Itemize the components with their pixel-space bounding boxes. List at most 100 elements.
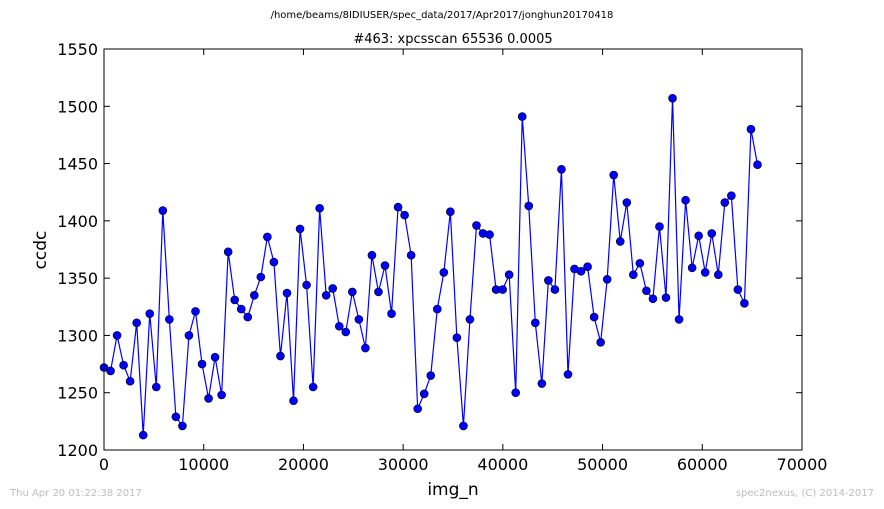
data-point xyxy=(204,394,213,403)
data-point xyxy=(753,160,762,170)
x-tick-label: 30000 xyxy=(378,455,429,474)
data-point xyxy=(746,124,756,134)
data-point xyxy=(472,221,481,230)
data-point xyxy=(648,294,658,304)
data-point xyxy=(530,318,540,328)
data-point xyxy=(308,382,318,392)
data-point xyxy=(674,315,684,324)
y-tick-label: 1200 xyxy=(57,441,98,460)
data-point xyxy=(544,276,553,285)
data-point xyxy=(348,287,357,297)
data-point xyxy=(276,351,285,361)
data-point xyxy=(334,321,344,331)
data-point xyxy=(256,272,266,282)
data-point xyxy=(596,337,605,347)
data-point xyxy=(138,430,148,440)
data-point xyxy=(602,274,612,284)
data-point xyxy=(517,112,527,121)
y-tick-label: 1450 xyxy=(57,155,98,174)
data-point xyxy=(446,207,455,216)
data-point xyxy=(243,312,253,322)
data-point xyxy=(537,379,547,388)
data-point xyxy=(112,331,122,340)
data-point xyxy=(250,291,259,300)
data-point xyxy=(720,198,730,207)
data-point xyxy=(432,304,442,314)
data-point xyxy=(524,201,534,211)
data-point xyxy=(341,327,351,337)
data-point xyxy=(119,360,128,370)
x-tick-label: 0 xyxy=(99,455,109,474)
data-point xyxy=(740,299,749,308)
data-point xyxy=(302,280,311,290)
data-point xyxy=(406,250,416,260)
data-point xyxy=(681,195,690,205)
series-line xyxy=(103,98,759,436)
data-point xyxy=(557,165,566,174)
data-point xyxy=(485,230,494,239)
data-point xyxy=(687,263,697,273)
data-point xyxy=(465,315,475,324)
data-point xyxy=(165,315,174,324)
data-point xyxy=(223,247,233,257)
x-tick-label: 40000 xyxy=(477,455,528,474)
data-point xyxy=(635,258,645,268)
y-tick-label: 1400 xyxy=(57,212,98,231)
data-point xyxy=(668,93,677,103)
data-point xyxy=(321,291,331,300)
data-point xyxy=(184,331,194,340)
data-point xyxy=(713,270,723,280)
data-point xyxy=(380,261,390,270)
data-point xyxy=(661,293,671,302)
data-point xyxy=(550,285,560,294)
data-point xyxy=(583,262,592,271)
data-point xyxy=(171,412,181,422)
data-point xyxy=(158,206,168,215)
y-tick-label: 1300 xyxy=(57,326,98,345)
data-point xyxy=(700,268,710,277)
data-point xyxy=(263,232,272,242)
file-path: /home/beams/8IDIUSER/spec_data/2017/Apr2… xyxy=(270,10,614,21)
data-point xyxy=(393,202,403,212)
plot-frame xyxy=(103,48,803,451)
data-point xyxy=(367,250,377,260)
data-point xyxy=(563,370,573,379)
data-point xyxy=(191,307,200,316)
data-point xyxy=(387,309,396,318)
data-point xyxy=(504,270,514,280)
y-tick-label: 1250 xyxy=(57,384,98,403)
data-point xyxy=(727,191,736,200)
chart-title: #463: xpcsscan 65536 0.0005 xyxy=(353,32,552,47)
data-point xyxy=(511,388,521,398)
data-point xyxy=(498,285,507,294)
data-point xyxy=(439,268,449,277)
y-tick-label: 1500 xyxy=(57,97,98,116)
data-point xyxy=(125,376,135,386)
data-point xyxy=(374,287,383,297)
x-tick-label: 70000 xyxy=(777,455,828,474)
data-point xyxy=(459,421,468,431)
footer-timestamp: Thu Apr 20 01:22:38 2017 xyxy=(10,488,142,499)
data-point xyxy=(615,237,625,246)
data-point xyxy=(642,286,651,296)
data-point xyxy=(282,288,292,298)
data-point xyxy=(576,266,586,276)
data-point xyxy=(354,315,364,324)
data-point xyxy=(132,318,141,328)
data-point xyxy=(230,295,239,305)
data-point xyxy=(655,222,664,231)
x-axis-label: img_n xyxy=(427,480,478,500)
data-point xyxy=(452,333,462,343)
data-point xyxy=(178,421,187,431)
data-point xyxy=(269,257,279,267)
x-tick-label: 20000 xyxy=(278,455,329,474)
data-point xyxy=(315,203,324,213)
data-point xyxy=(236,304,246,314)
data-point xyxy=(106,366,115,376)
data-point xyxy=(629,270,638,280)
data-point xyxy=(217,390,226,400)
y-tick-label: 1350 xyxy=(57,269,98,288)
data-point xyxy=(609,170,619,180)
data-point xyxy=(733,285,743,294)
